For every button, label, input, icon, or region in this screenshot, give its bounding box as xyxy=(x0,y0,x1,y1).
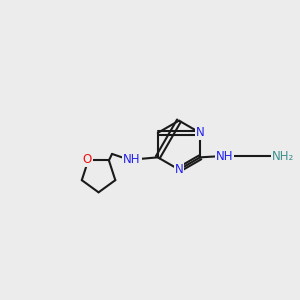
Text: NH: NH xyxy=(216,150,233,163)
Text: O: O xyxy=(82,153,91,166)
Text: N: N xyxy=(175,163,183,176)
Text: NH₂: NH₂ xyxy=(272,150,295,163)
Text: N: N xyxy=(196,126,205,140)
Text: NH: NH xyxy=(123,153,141,166)
